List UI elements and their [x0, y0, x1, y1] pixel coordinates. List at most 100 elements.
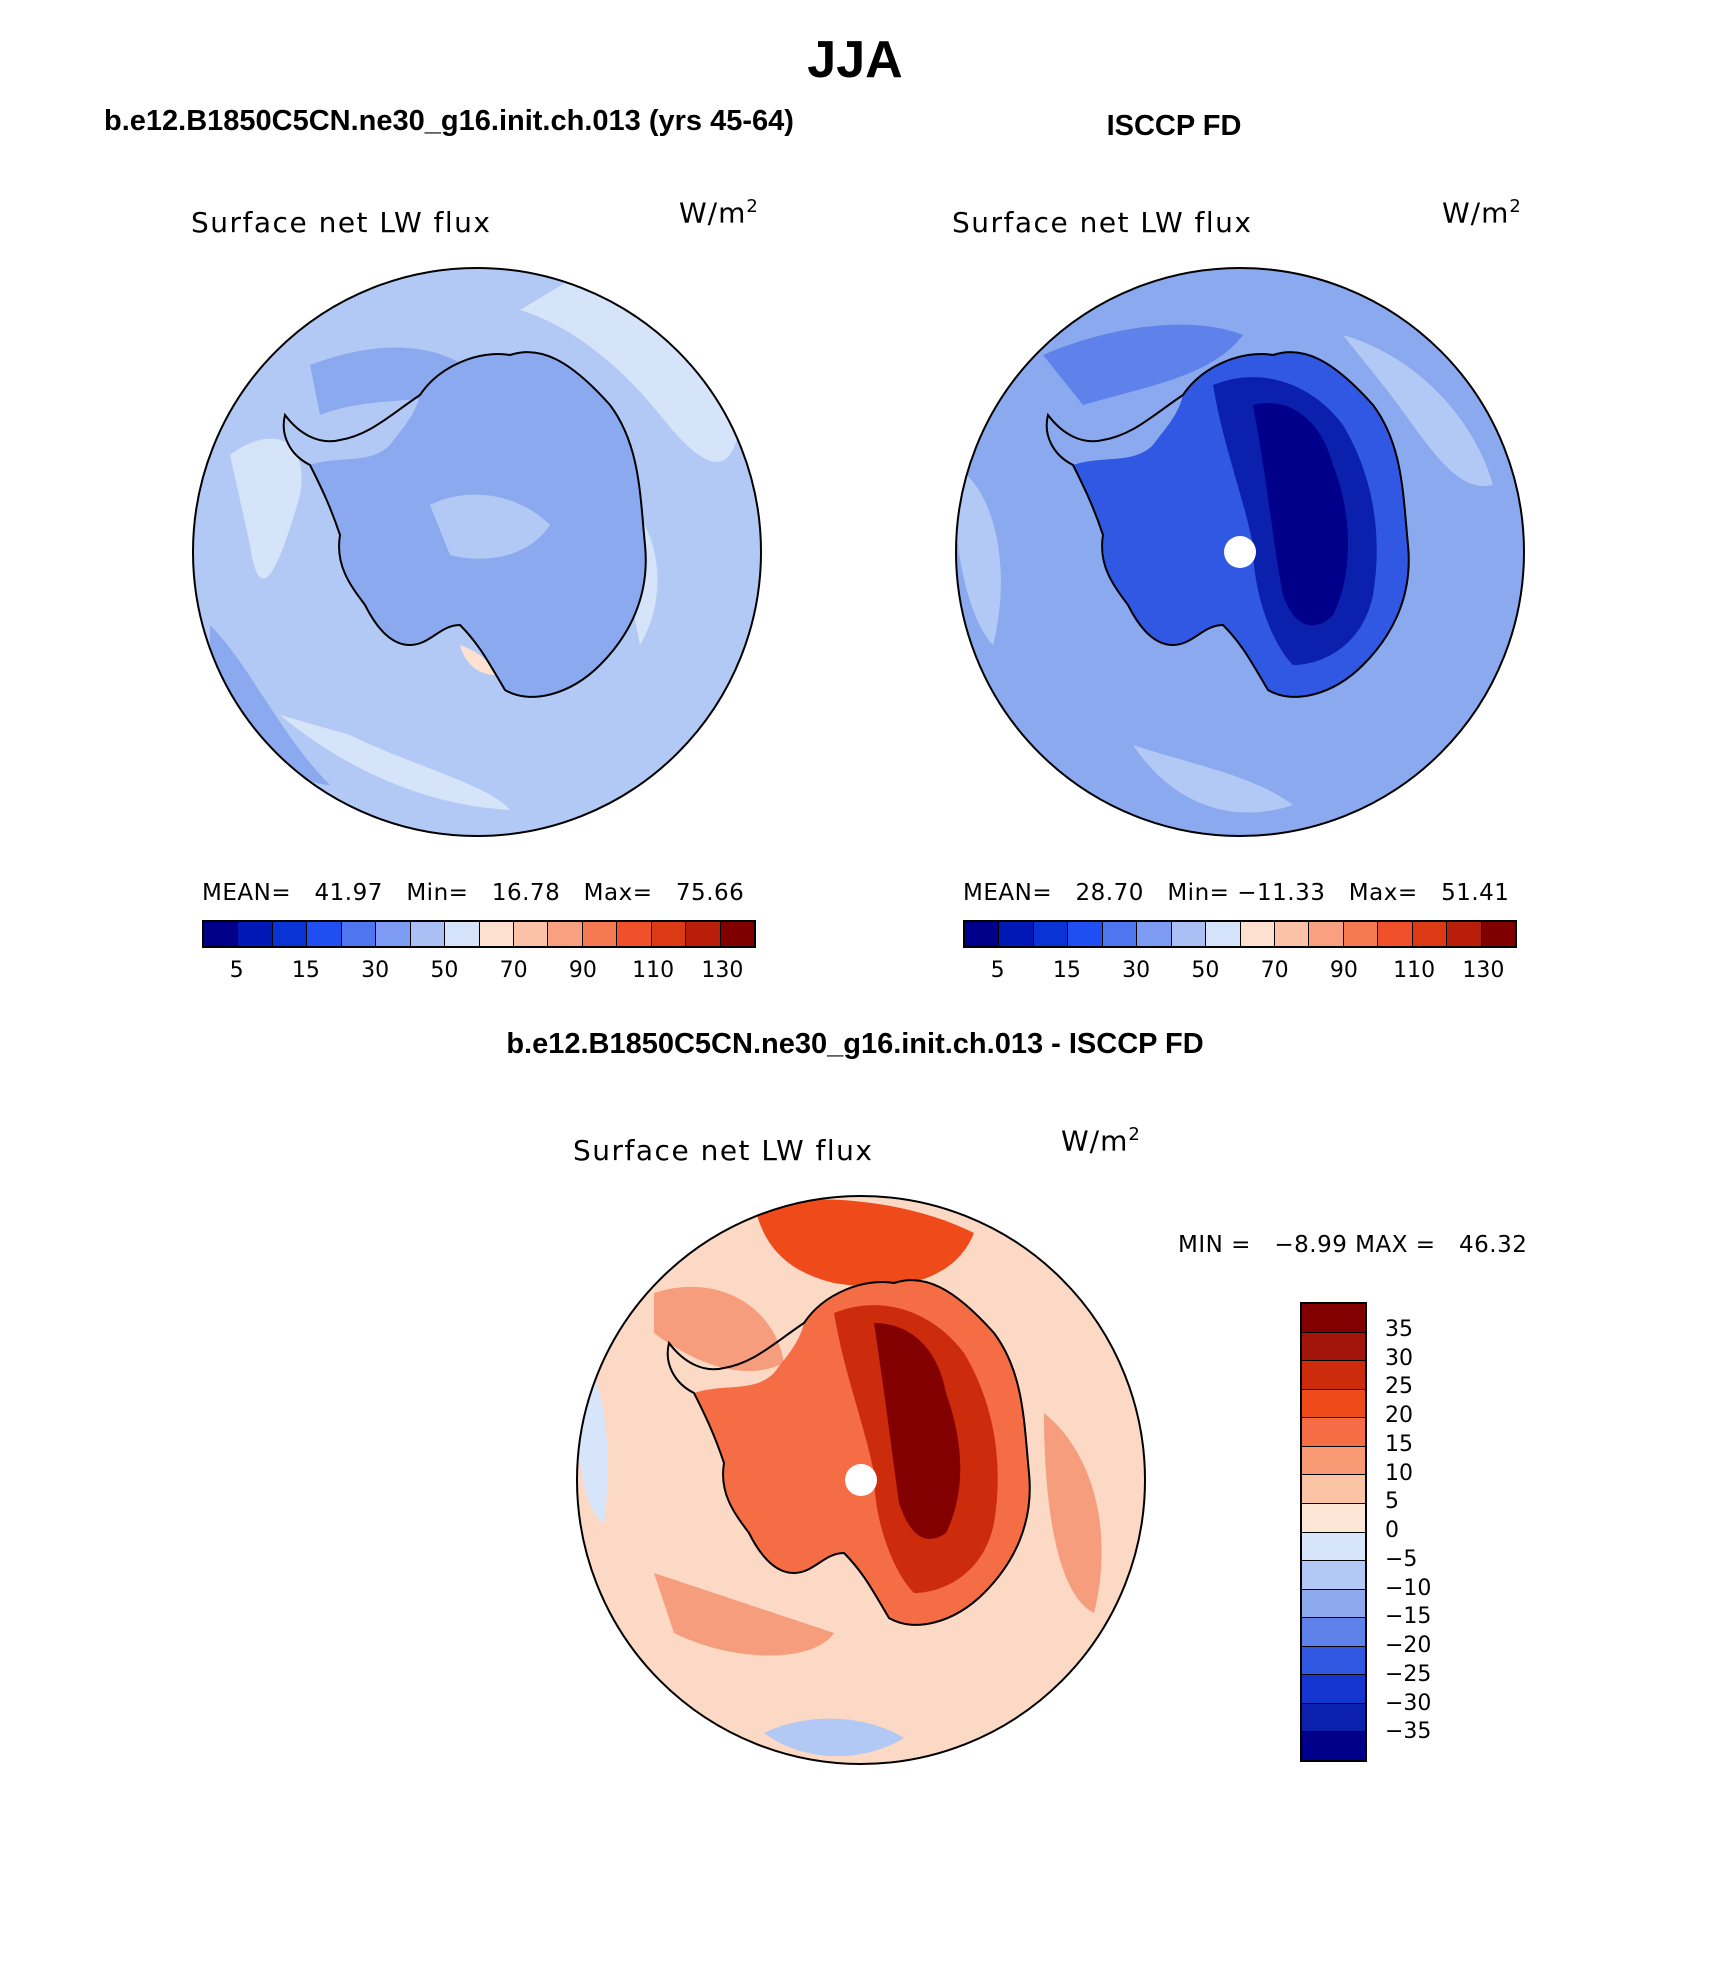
right-coastline — [1045, 351, 1410, 698]
left-mid-band-sw — [210, 625, 330, 785]
right-colorbar-cell — [1447, 922, 1482, 946]
diff-colorbar-tick: −20 — [1385, 1633, 1432, 1658]
right-colorbar-cell — [1240, 922, 1275, 946]
diff-pole-hole — [845, 1464, 877, 1496]
left-colorbar-cell — [479, 922, 514, 946]
right-colorbar-cell — [1481, 922, 1515, 946]
left-colorbar-cell — [651, 922, 687, 946]
diff-colorbar-tick: −15 — [1385, 1604, 1432, 1630]
diff-cool-patch-s — [764, 1718, 904, 1757]
diff-colorbar-cell — [1302, 1646, 1365, 1676]
diff-colorbar-tick: 20 — [1385, 1403, 1413, 1428]
right-colorbar-tick: 90 — [1329, 958, 1358, 983]
diff-colorbar-tick: 5 — [1385, 1489, 1399, 1515]
right-colorbar-cell — [1412, 922, 1448, 946]
diff-colorbar-cell — [1302, 1446, 1365, 1476]
right-stats: MEAN= 28.70 Min= −11.33 Max= 51.41 — [963, 880, 1510, 906]
diff-colorbar-tick: 30 — [1385, 1345, 1413, 1371]
right-case-title: ISCCP FD — [1106, 110, 1242, 142]
left-colorbar — [202, 920, 756, 948]
right-colorbar-cell — [1068, 922, 1103, 946]
left-colorbar-cell — [686, 922, 721, 946]
right-colorbar-cell — [1171, 922, 1207, 946]
right-polar-map — [955, 267, 1525, 837]
right-colorbar-cell — [1206, 922, 1241, 946]
left-light-band-w — [230, 438, 302, 579]
diff-colorbar-tick: −35 — [1385, 1719, 1432, 1745]
diff-colorbar-tick: −10 — [1385, 1575, 1432, 1601]
left-map-border — [192, 267, 762, 837]
left-colorbar-cell — [720, 922, 754, 946]
right-colorbar-tick: 15 — [1052, 958, 1081, 983]
right-colorbar-tick: 110 — [1393, 958, 1436, 983]
right-light-band-ne — [1343, 335, 1493, 487]
diff-coastline — [666, 1279, 1031, 1626]
diff-warm-band-e — [1044, 1413, 1102, 1613]
diff-colorbar-cell — [1302, 1304, 1365, 1333]
left-mid-band-n — [310, 347, 490, 415]
right-colorbar-cell — [999, 922, 1034, 946]
diff-colorbar-tick: −25 — [1385, 1661, 1432, 1687]
right-colorbar-cell — [1137, 922, 1172, 946]
diff-colorbar-cell — [1302, 1475, 1365, 1504]
right-colorbar-cell — [1102, 922, 1138, 946]
left-colorbar-tick: 30 — [361, 958, 390, 983]
left-warm-patch — [460, 645, 495, 675]
left-colorbar-tick: 110 — [632, 958, 675, 983]
diff-colorbar-tick: −30 — [1385, 1690, 1432, 1716]
diff-colorbar-tick: 35 — [1385, 1316, 1413, 1342]
page-title: JJA — [807, 31, 903, 89]
left-polar-map — [192, 267, 762, 837]
left-coastline — [282, 351, 647, 698]
right-cold-core — [1253, 403, 1348, 626]
left-colorbar-tick: 50 — [430, 958, 459, 983]
left-colorbar-cell — [617, 922, 652, 946]
right-colorbar-cell — [1274, 922, 1310, 946]
diff-colorbar-tick: 10 — [1385, 1460, 1413, 1486]
left-colorbar-cell — [548, 922, 583, 946]
right-mid-band-n — [1043, 324, 1243, 405]
right-colorbar-cell — [1378, 922, 1413, 946]
right-variable-title: Surface net LW flux — [952, 206, 1253, 239]
diff-stats: MIN = −8.99 MAX = 46.32 — [1178, 1232, 1528, 1258]
diff-colorbar-cell — [1302, 1361, 1365, 1390]
left-light-band-ne — [520, 280, 740, 463]
right-colorbar-cell — [1343, 922, 1379, 946]
diff-colorbar-tick: 0 — [1385, 1518, 1399, 1543]
diff-colorbar-cell — [1302, 1532, 1365, 1562]
right-colorbar-tick: 130 — [1462, 958, 1505, 983]
diff-hot-core — [874, 1323, 961, 1539]
diff-colorbar-tick: 25 — [1385, 1374, 1413, 1400]
left-colorbar-cell — [341, 922, 377, 946]
left-colorbar-cell — [513, 922, 549, 946]
left-variable-title: Surface net LW flux — [191, 206, 492, 239]
right-units: W/m2 — [1442, 196, 1522, 230]
left-light-band-sw — [280, 715, 510, 810]
left-colorbar-cell — [204, 922, 239, 946]
diff-colorbar-cell — [1302, 1503, 1365, 1533]
diff-colorbar-cell — [1302, 1561, 1365, 1590]
left-colorbar-cell — [238, 922, 273, 946]
diff-colorbar-tick: 15 — [1385, 1431, 1413, 1457]
diff-warm-band-nw — [654, 1286, 784, 1372]
left-colorbar-cell — [582, 922, 618, 946]
diff-colorbar-cell — [1302, 1703, 1365, 1733]
left-colorbar-tick: 90 — [568, 958, 597, 983]
left-units: W/m2 — [679, 196, 759, 230]
diff-warm-band-n — [754, 1199, 974, 1287]
left-colorbar-tick: 15 — [291, 958, 320, 983]
right-colorbar — [963, 920, 1517, 948]
diff-colorbar-cell — [1302, 1618, 1365, 1647]
diff-case-title: b.e12.B1850C5CN.ne30_g16.init.ch.013 - I… — [506, 1028, 1204, 1060]
left-colorbar-tick: 130 — [701, 958, 744, 983]
left-colorbar-tick: 5 — [229, 958, 244, 983]
diff-colorbar-cell — [1302, 1389, 1365, 1419]
diff-colorbar-cell — [1302, 1675, 1365, 1704]
right-colorbar-tick: 50 — [1191, 958, 1220, 983]
diff-variable-title: Surface net LW flux — [573, 1134, 874, 1167]
left-colorbar-cell — [410, 922, 446, 946]
left-colorbar-tick: 70 — [499, 958, 528, 983]
left-colorbar-cell — [307, 922, 342, 946]
right-colorbar-cell — [1033, 922, 1069, 946]
left-colorbar-cell — [376, 922, 411, 946]
